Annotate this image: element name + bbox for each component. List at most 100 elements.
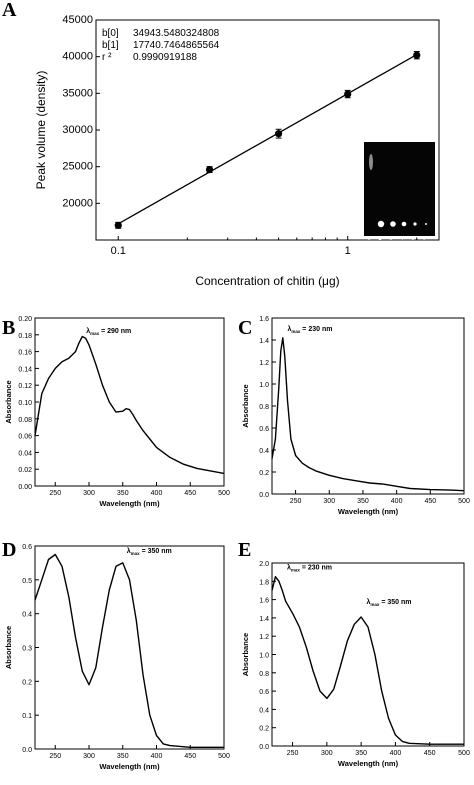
- y-tick-label: 25000: [62, 161, 93, 173]
- inset-background: [364, 142, 435, 236]
- data-point: [115, 222, 122, 229]
- data-point: [206, 166, 213, 173]
- x-tick-label: 450: [184, 753, 196, 760]
- inset-spot: [425, 223, 427, 225]
- inset-lane-label: 6: [423, 236, 426, 242]
- y-axis-label: Peak volume (density): [34, 71, 48, 190]
- lambda-max-annotation: λmax = 230 nm: [287, 563, 332, 572]
- inset-spot: [413, 222, 416, 225]
- y-tick-label: 1.4: [259, 616, 269, 623]
- lambda-max-annotation: λmax = 350 nm: [127, 547, 172, 556]
- x-tick-label: 400: [151, 490, 163, 497]
- y-tick-label: 40000: [62, 51, 93, 63]
- y-tick-label: 0.02: [18, 467, 32, 474]
- y-tick-label: 0.5: [22, 578, 32, 585]
- inset-lane-label: 2: [379, 236, 382, 242]
- y-tick-label: 1.6: [259, 316, 269, 323]
- panel-a: A2000025000300003500040000450000.11Conce…: [2, 0, 439, 288]
- x-tick-label: 300: [321, 750, 333, 757]
- inset-spot: [402, 222, 407, 227]
- y-tick-label: 0.0: [22, 747, 32, 754]
- panel-b: B0.000.020.040.060.080.100.120.140.160.1…: [2, 316, 230, 508]
- y-tick-label: 0.08: [18, 417, 32, 424]
- x-tick-label: 500: [218, 753, 230, 760]
- y-tick-label: 45000: [62, 14, 93, 26]
- x-tick-label: 500: [458, 750, 470, 757]
- lambda-max-annotation: λmax = 230 nm: [287, 325, 332, 334]
- spectrum-line: [35, 337, 224, 474]
- y-tick-label: 0.1: [22, 713, 32, 720]
- y-tick-label: 0.6: [22, 544, 32, 551]
- data-point: [344, 90, 351, 97]
- inset-spot: [390, 221, 396, 227]
- inset-lane-label: 5: [412, 236, 415, 242]
- y-tick-label: 0.0: [259, 744, 269, 751]
- spectrum-line: [35, 555, 224, 748]
- lambda-value: = 350 nm: [379, 599, 411, 606]
- y-tick-label: 0.0: [259, 492, 269, 499]
- y-tick-label: 0.8: [259, 404, 269, 411]
- y-tick-label: 0.4: [22, 612, 32, 619]
- x-axis-label: Concentration of chitin (μg): [195, 274, 339, 288]
- lambda-max-annotation: λmax = 290 nm: [86, 327, 131, 336]
- inset-spot: [378, 221, 384, 227]
- y-tick-label: 1.0: [259, 653, 269, 660]
- x-tick-label: 300: [83, 490, 95, 497]
- x-tick-label: 500: [218, 490, 230, 497]
- lambda-value: = 230 nm: [300, 564, 332, 571]
- regression-label: r ²: [102, 52, 112, 63]
- y-tick-label: 0.12: [18, 383, 32, 390]
- x-axis-label: Wavelength (nm): [99, 762, 160, 771]
- x-tick-label: 450: [424, 498, 436, 505]
- x-tick-label: 300: [323, 498, 335, 505]
- y-tick-label: 20000: [62, 197, 93, 209]
- y-tick-label: 30000: [62, 124, 93, 136]
- x-axis-label: Wavelength (nm): [99, 499, 160, 508]
- x-tick-label: 250: [290, 498, 302, 505]
- y-tick-label: 1.2: [259, 360, 269, 367]
- panel-e: E0.00.20.40.60.81.01.21.41.61.82.0250300…: [238, 539, 470, 768]
- y-tick-label: 0.14: [18, 366, 32, 373]
- x-tick-label: 400: [391, 498, 403, 505]
- y-tick-label: 0.04: [18, 450, 32, 457]
- y-tick-label: 1.0: [259, 382, 269, 389]
- data-point: [413, 52, 420, 59]
- inset-lane-label: 3: [390, 236, 393, 242]
- y-tick-label: 1.8: [259, 579, 269, 586]
- x-tick-label: 250: [49, 753, 61, 760]
- y-axis-label: Absorbance: [4, 626, 13, 669]
- x-axis-label: Wavelength (nm): [338, 759, 399, 768]
- y-tick-label: 0.4: [259, 448, 269, 455]
- lambda-value: = 350 nm: [140, 548, 172, 555]
- y-tick-label: 0.3: [22, 646, 32, 653]
- y-tick-label: 0.2: [22, 679, 32, 686]
- y-tick-label: 0.18: [18, 333, 32, 340]
- y-tick-label: 1.6: [259, 598, 269, 605]
- x-tick-label: 400: [151, 753, 163, 760]
- x-tick-label: 350: [117, 490, 129, 497]
- x-axis-label: Wavelength (nm): [338, 507, 399, 516]
- y-tick-label: 35000: [62, 87, 93, 99]
- panel-label-e: E: [238, 539, 251, 561]
- x-tick-label: 450: [184, 490, 196, 497]
- x-tick-label: 350: [355, 750, 367, 757]
- regression-label: b[1]: [102, 40, 119, 51]
- inset-lane-label: 4: [401, 236, 404, 242]
- y-tick-label: 0.2: [259, 726, 269, 733]
- y-tick-label: 2.0: [259, 561, 269, 568]
- x-tick-label: 300: [83, 753, 95, 760]
- y-tick-label: 1.2: [259, 634, 269, 641]
- y-tick-label: 0.20: [18, 316, 32, 323]
- y-tick-label: 0.6: [259, 689, 269, 696]
- lambda-value: = 290 nm: [99, 328, 131, 335]
- y-tick-label: 0.4: [259, 707, 269, 714]
- regression-label: b[0]: [102, 28, 119, 39]
- inset-gel-image: 123456: [364, 142, 435, 242]
- x-tick-label: 450: [424, 750, 436, 757]
- y-axis-label: Absorbance: [241, 633, 250, 676]
- panel-d: D0.00.10.20.30.40.50.6250300350400450500…: [2, 539, 230, 771]
- panel-c: C0.00.20.40.60.81.01.21.41.6250300350400…: [238, 316, 470, 516]
- y-tick-label: 0.10: [18, 400, 32, 407]
- x-tick-label: 400: [390, 750, 402, 757]
